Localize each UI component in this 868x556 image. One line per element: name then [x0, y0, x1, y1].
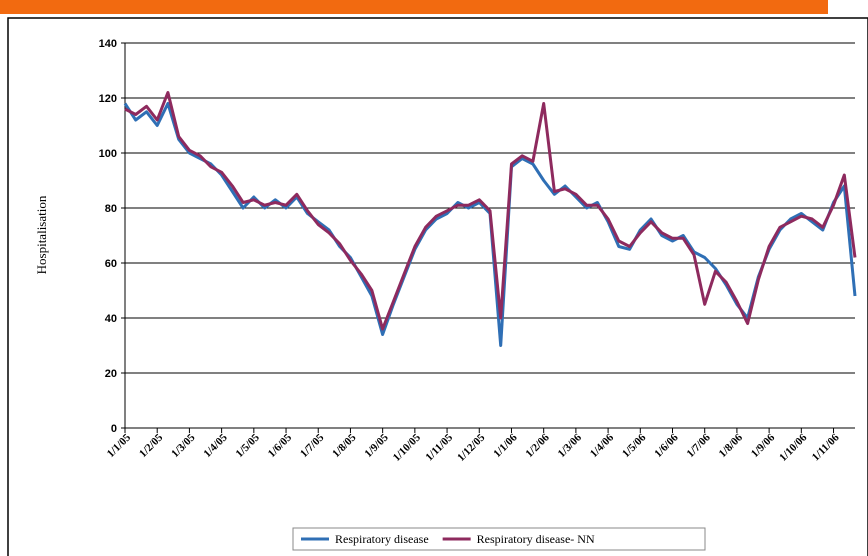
y-tick-label: 120 [99, 93, 117, 105]
x-tick-label: 1/6/06 [652, 431, 681, 460]
x-tick-label: 1/10/05 [391, 431, 424, 464]
x-tick-label: 1/8/06 [717, 431, 746, 460]
x-tick-label: 1/7/05 [298, 431, 327, 460]
x-tick-label: 1/1/06 [491, 431, 520, 460]
title-banner [0, 0, 828, 14]
y-tick-label: 80 [105, 203, 117, 215]
x-tick-label: 1/12/05 [455, 431, 488, 464]
x-tick-label: 1/11/06 [810, 431, 842, 463]
x-tick-label: 1/7/06 [684, 431, 713, 460]
y-tick-label: 140 [99, 38, 117, 50]
y-axis-label: Hospitalisation [34, 195, 49, 274]
legend-label: Respiratory disease- NN [477, 532, 595, 546]
x-tick-label: 1/6/05 [266, 431, 295, 460]
legend-box [292, 527, 706, 551]
x-tick-label: 1/3/06 [556, 431, 585, 460]
x-tick-label: 1/9/06 [749, 431, 778, 460]
x-tick-label: 1/11/05 [423, 431, 455, 463]
x-tick-label: 1/9/05 [362, 431, 391, 460]
y-tick-label: 60 [105, 258, 117, 270]
x-tick-label: 1/5/05 [234, 431, 263, 460]
y-tick-label: 20 [105, 368, 117, 380]
x-tick-label: 1/2/06 [523, 431, 552, 460]
x-tick-label: 1/5/06 [620, 431, 649, 460]
x-tick-label: 1/4/05 [201, 431, 230, 460]
y-tick-label: 40 [105, 313, 117, 325]
y-tick-label: 0 [111, 423, 117, 435]
series-line [124, 91, 857, 331]
x-tick-label: 1/4/06 [588, 431, 617, 460]
y-tick-label: 100 [99, 148, 117, 160]
x-tick-label: 1/1/05 [105, 431, 134, 460]
x-tick-label: 1/10/06 [777, 431, 810, 464]
chart-frame [7, 17, 868, 556]
x-tick-label: 1/8/05 [330, 431, 359, 460]
legend-label: Respiratory disease [335, 532, 429, 546]
x-tick-label: 1/2/05 [137, 431, 166, 460]
x-tick-label: 1/3/05 [169, 431, 198, 460]
